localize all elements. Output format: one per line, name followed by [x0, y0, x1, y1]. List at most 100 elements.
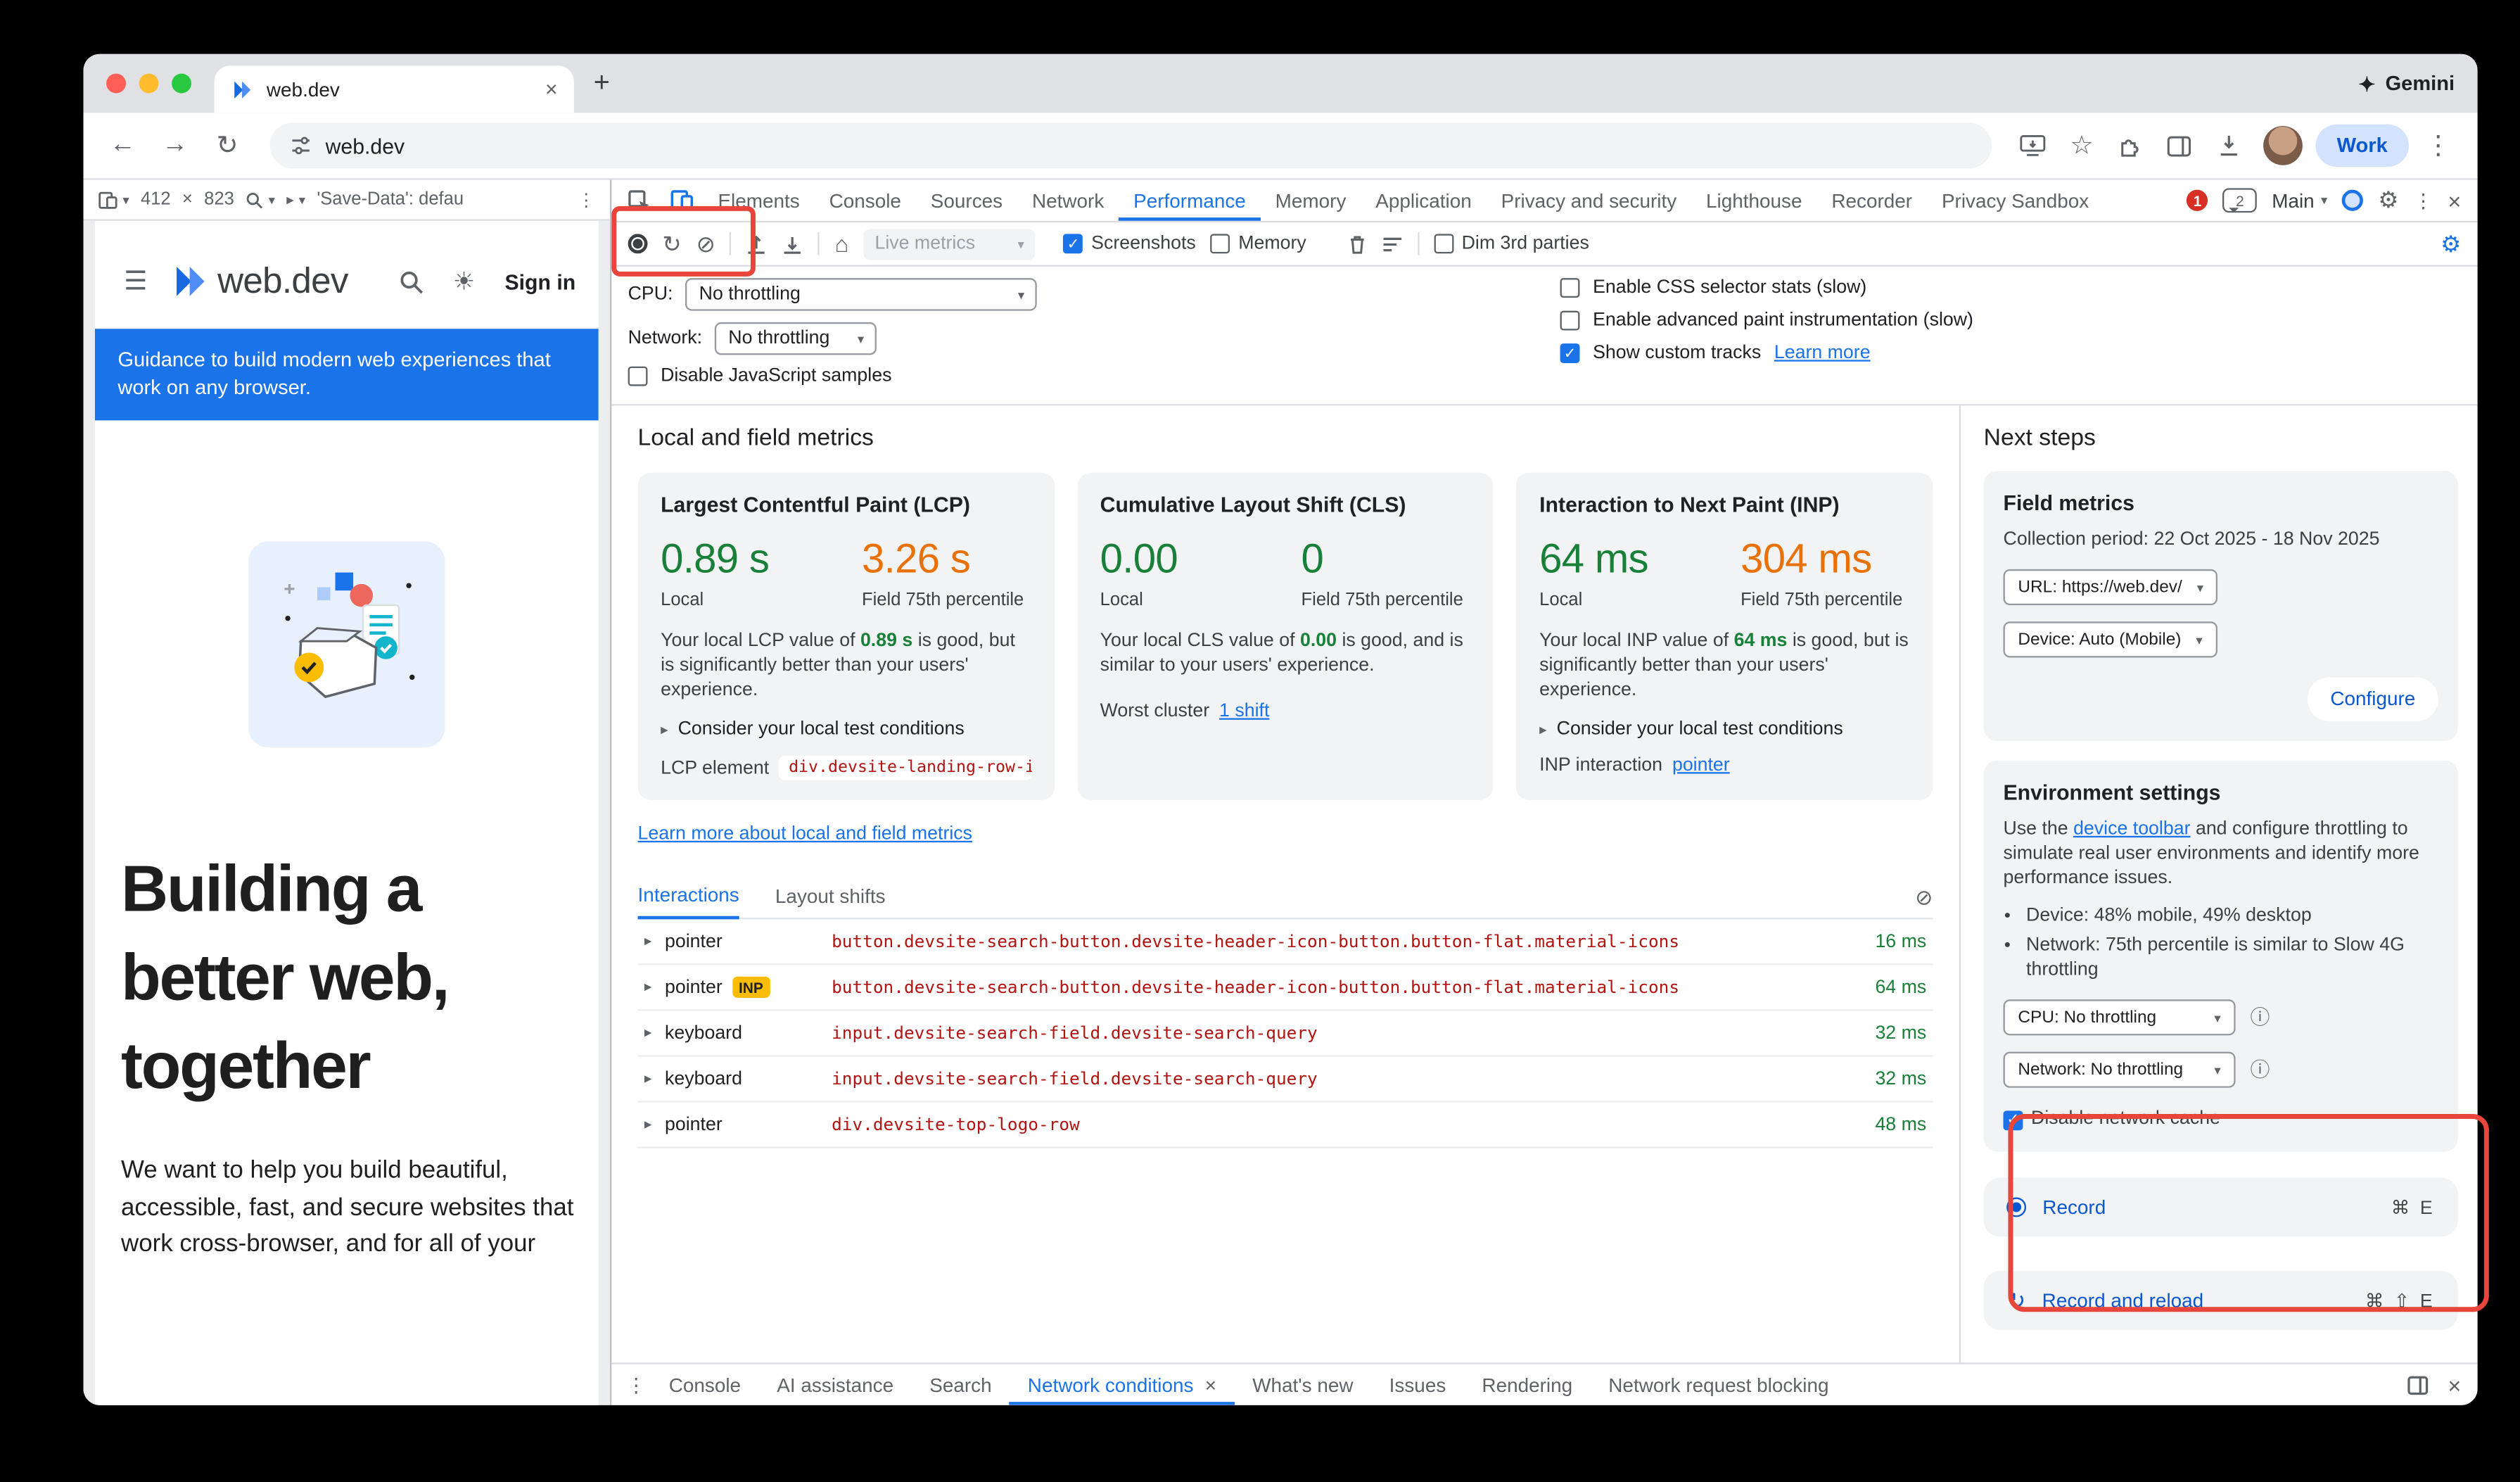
device-height[interactable]: 823 [204, 189, 234, 210]
site-logo[interactable]: web.dev [170, 260, 348, 303]
tab-elements[interactable]: Elements [718, 189, 800, 213]
learn-more-metrics-link[interactable]: Learn more about local and field metrics [637, 824, 973, 844]
close-devtools-icon[interactable]: × [2448, 187, 2462, 214]
screenshots-checkbox[interactable] [1063, 234, 1083, 254]
tab-recorder[interactable]: Recorder [1831, 189, 1913, 213]
paint-instrumentation-row[interactable]: Enable advanced paint instrumentation (s… [1560, 310, 2462, 331]
issues-count-badge[interactable]: 2 [2222, 188, 2258, 213]
error-count-badge[interactable]: 1 [2187, 189, 2208, 211]
devtools-settings-icon[interactable]: ⚙ [2378, 186, 2399, 213]
save-profile-icon[interactable] [782, 233, 803, 254]
theme-toggle-icon[interactable]: ☀ [452, 268, 475, 296]
css-selector-stats-row[interactable]: Enable CSS selector stats (slow) [1560, 278, 2462, 298]
lcp-test-conditions-expander[interactable]: ▸ Consider your local test conditions [661, 720, 1031, 740]
inp-interaction-link[interactable]: pointer [1672, 755, 1730, 775]
screenshots-checkbox-row[interactable]: Screenshots [1063, 234, 1196, 254]
drawer-tab-search[interactable]: Search [929, 1373, 992, 1396]
field-device-select[interactable]: Device: Auto (Mobile) ▾ [2003, 621, 2217, 658]
tab-console[interactable]: Console [829, 189, 901, 213]
cpu-throttling-select[interactable]: No throttling ▾ [686, 278, 1038, 311]
hamburger-menu-icon[interactable]: ☰ [124, 268, 148, 296]
expand-triangle-icon[interactable]: ▸ [644, 978, 652, 995]
custom-tracks-checkbox[interactable] [1560, 343, 1580, 364]
device-type-select[interactable]: ▾ [98, 191, 129, 209]
throttle-select[interactable]: ▸ ▾ [286, 191, 305, 209]
tab-lighthouse[interactable]: Lighthouse [1706, 189, 1802, 213]
network-info-icon[interactable]: ⓘ [2250, 1057, 2270, 1081]
tab-layout-shifts[interactable]: Layout shifts [775, 885, 886, 908]
profile-sync-icon[interactable] [2342, 189, 2364, 211]
context-select[interactable]: Main ▾ [2272, 189, 2327, 212]
new-tab-button[interactable]: + [593, 67, 610, 99]
maximize-window-button[interactable] [172, 73, 191, 94]
inspect-element-icon[interactable] [618, 180, 661, 221]
collect-garbage-icon[interactable] [1347, 233, 1367, 254]
close-tab-icon[interactable]: × [545, 77, 558, 102]
device-toolbar-link[interactable]: device toolbar [2073, 819, 2191, 840]
tab-privacy-sandbox[interactable]: Privacy Sandbox [1941, 189, 2089, 213]
expand-triangle-icon[interactable]: ▸ [644, 1070, 652, 1087]
search-icon[interactable] [393, 269, 429, 293]
tab-network[interactable]: Network [1031, 189, 1105, 213]
clear-interactions-icon[interactable]: ⊘ [1915, 885, 1933, 910]
browser-tab[interactable]: web.dev × [214, 65, 574, 113]
device-width[interactable]: 412 [140, 189, 171, 210]
env-cpu-select[interactable]: CPU: No throttling ▾ [2003, 999, 2236, 1036]
network-throttling-select[interactable]: No throttling ▾ [715, 322, 877, 355]
disable-network-cache-row[interactable]: Disable network cache [2003, 1108, 2438, 1132]
tab-privacy-security[interactable]: Privacy and security [1501, 189, 1677, 213]
expand-triangle-icon[interactable]: ▸ [644, 1024, 652, 1041]
drawer-menu-icon[interactable]: ⋮ [626, 1373, 647, 1396]
extensions-icon[interactable] [2110, 125, 2152, 167]
env-network-select[interactable]: Network: No throttling ▾ [2003, 1051, 2236, 1088]
custom-tracks-learn-more-link[interactable]: Learn more [1774, 343, 1871, 364]
address-bar[interactable]: web.dev [269, 122, 1992, 169]
cpu-info-icon[interactable]: ⓘ [2250, 1005, 2270, 1028]
device-toolbar-menu-icon[interactable]: ⋮ [577, 190, 596, 210]
css-selector-stats-checkbox[interactable] [1560, 278, 1580, 298]
client-hint-label[interactable]: 'Save-Data': defau [317, 189, 464, 210]
lcp-element-chip[interactable]: div.devsite-landing-row-ite… [779, 755, 1031, 780]
install-icon[interactable] [2011, 125, 2054, 167]
interaction-row[interactable]: ▸ keyboard input.devsite-search-field.de… [637, 1057, 1933, 1103]
network-throttle-icon[interactable] [1382, 235, 1403, 253]
interaction-row[interactable]: ▸ pointer button.devsite-search-button.d… [637, 919, 1933, 965]
gemini-button[interactable]: ✦ Gemini [2358, 71, 2455, 96]
dim-3rd-parties-checkbox-row[interactable]: Dim 3rd parties [1434, 234, 1589, 254]
devtools-menu-icon[interactable]: ⋮ [2413, 189, 2433, 213]
close-drawer-icon[interactable]: × [2448, 1372, 2462, 1398]
cls-worst-cluster-link[interactable]: 1 shift [1219, 702, 1270, 722]
avatar[interactable] [2263, 125, 2303, 165]
tab-sources[interactable]: Sources [930, 189, 1003, 213]
record-and-reload-button[interactable]: ↻ Record and reload ⌘ ⇧ E [1983, 1271, 2458, 1330]
expand-triangle-icon[interactable]: ▸ [644, 1115, 652, 1132]
memory-checkbox[interactable] [1210, 234, 1230, 254]
memory-checkbox-row[interactable]: Memory [1210, 234, 1306, 254]
disable-network-cache-checkbox[interactable] [2003, 1110, 2023, 1130]
tab-application[interactable]: Application [1375, 189, 1472, 213]
load-profile-icon[interactable] [746, 233, 768, 254]
site-settings-icon[interactable] [289, 134, 312, 158]
interaction-row[interactable]: ▸ keyboard input.devsite-search-field.de… [637, 1011, 1933, 1057]
tab-interactions[interactable]: Interactions [637, 883, 739, 920]
drawer-tab-ai-assistance[interactable]: AI assistance [777, 1373, 894, 1396]
dock-side-icon[interactable] [2407, 1375, 2428, 1395]
disable-js-samples-row[interactable]: Disable JavaScript samples [628, 366, 1560, 386]
disable-js-samples-checkbox[interactable] [628, 366, 648, 386]
promo-banner[interactable]: Guidance to build modern web experiences… [94, 329, 599, 421]
expand-triangle-icon[interactable]: ▸ [644, 932, 652, 949]
interaction-row[interactable]: ▸ pointer INP button.devsite-search-butto… [637, 965, 1933, 1011]
field-url-select[interactable]: URL: https://web.dev/ ▾ [2003, 569, 2218, 606]
tab-performance[interactable]: Performance [1119, 180, 1261, 221]
record-icon[interactable] [628, 234, 648, 254]
paint-instrumentation-checkbox[interactable] [1560, 310, 1580, 331]
downloads-icon[interactable] [2208, 125, 2250, 167]
sign-in-button[interactable]: Sign in [504, 269, 576, 294]
record-button[interactable]: Record ⌘ E [1983, 1177, 2458, 1237]
drawer-tab-issues[interactable]: Issues [1389, 1373, 1446, 1396]
dim-3rd-parties-checkbox[interactable] [1434, 234, 1453, 254]
drawer-tab-network-request-blocking[interactable]: Network request blocking [1608, 1373, 1829, 1396]
back-button[interactable]: ← [109, 130, 136, 159]
zoom-select[interactable]: ▾ [246, 191, 275, 209]
reload-button[interactable]: ↻ [216, 132, 238, 160]
